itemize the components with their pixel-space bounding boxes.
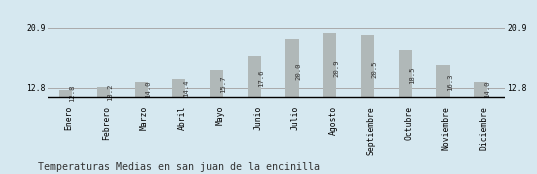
Bar (66, 172, 79, 174)
Bar (59, 90, 72, 97)
Text: 20.9: 20.9 (333, 59, 339, 77)
Bar (210, 70, 223, 97)
Bar (172, 79, 185, 97)
Bar (248, 56, 261, 97)
Bar (361, 35, 374, 97)
Bar (474, 82, 487, 97)
Text: 14.0: 14.0 (484, 81, 490, 98)
Bar (330, 112, 343, 174)
Text: 20.5: 20.5 (371, 61, 378, 78)
Bar (141, 163, 155, 174)
Text: 13.2: 13.2 (107, 83, 113, 101)
Bar (179, 160, 192, 174)
Text: 14.0: 14.0 (145, 81, 151, 98)
Text: 20.0: 20.0 (296, 62, 302, 80)
Bar (217, 151, 230, 174)
Bar (481, 163, 494, 174)
Bar (443, 146, 456, 174)
Text: 12.8: 12.8 (69, 84, 76, 102)
Text: 17.6: 17.6 (258, 69, 264, 87)
Text: 15.7: 15.7 (220, 75, 227, 93)
Bar (436, 65, 449, 97)
Bar (323, 33, 336, 97)
Bar (135, 82, 148, 97)
Text: 14.4: 14.4 (183, 79, 188, 97)
Bar (255, 137, 267, 174)
Bar (292, 119, 306, 174)
Bar (286, 39, 299, 97)
Bar (368, 115, 381, 174)
Text: Temperaturas Medias en san juan de la encinilla: Temperaturas Medias en san juan de la en… (38, 162, 320, 172)
Text: 18.5: 18.5 (409, 67, 415, 84)
Bar (398, 50, 412, 97)
Bar (405, 130, 418, 174)
Bar (97, 88, 110, 97)
Bar (104, 169, 117, 174)
Text: 16.3: 16.3 (447, 73, 453, 91)
